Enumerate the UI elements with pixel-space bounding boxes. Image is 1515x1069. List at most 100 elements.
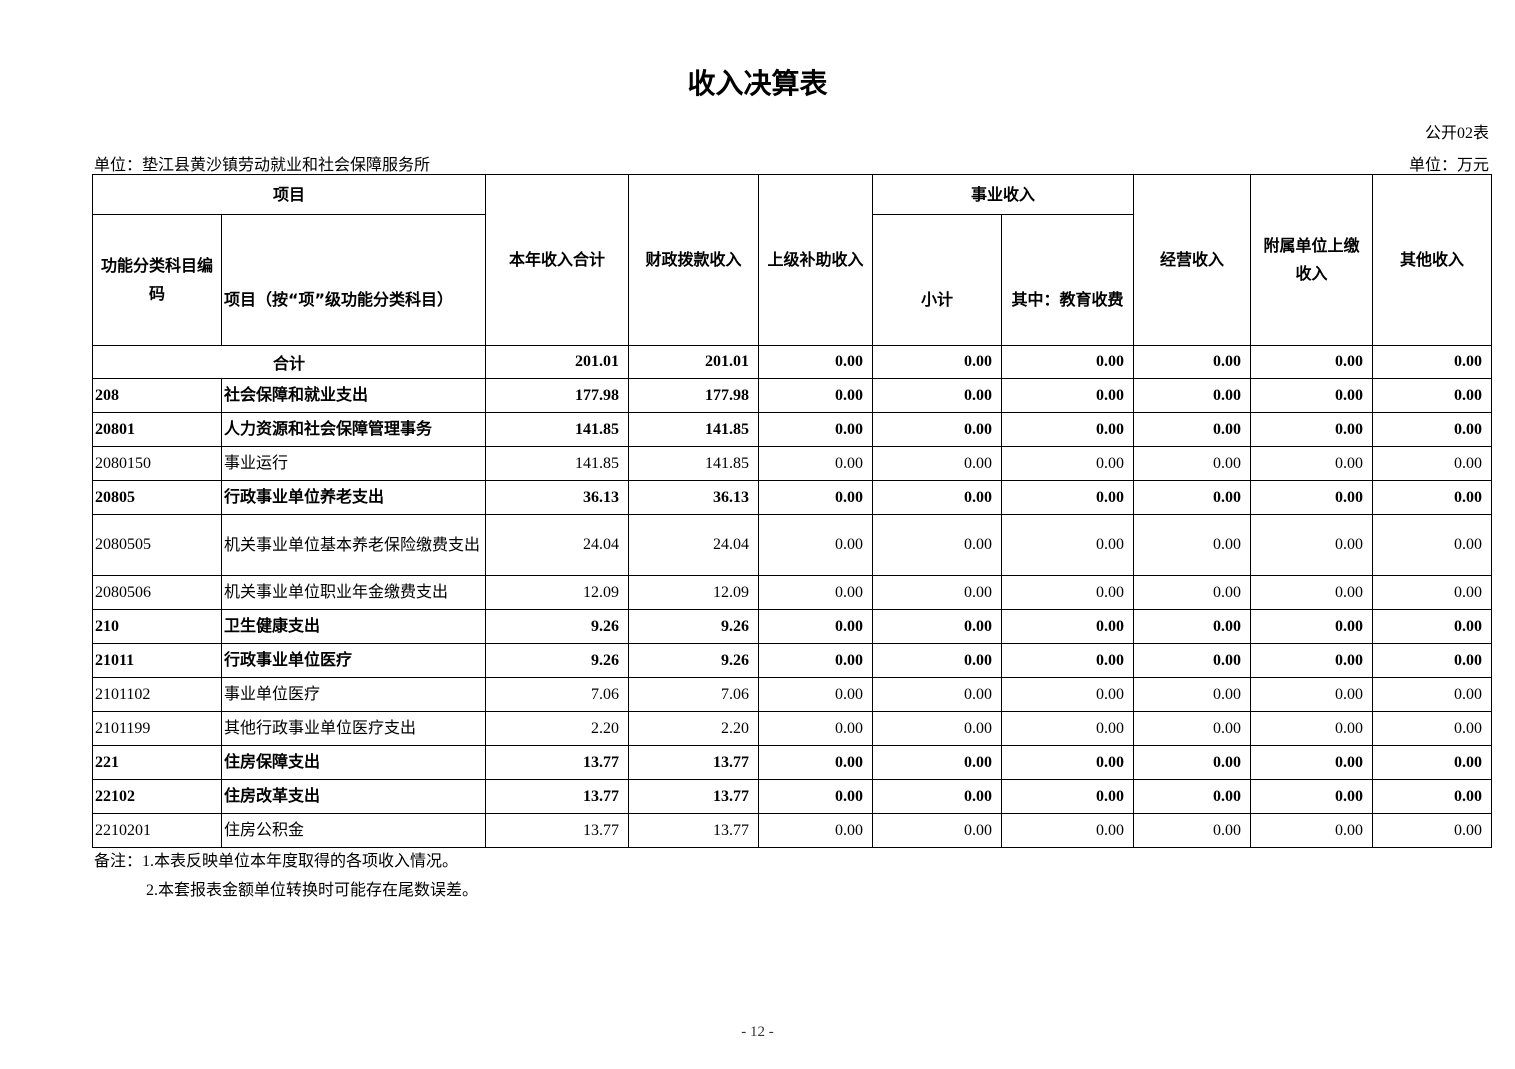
notes: 备注：1.本表反映单位本年度取得的各项收入情况。 2.本套报表金额单位转换时可能… <box>94 847 478 905</box>
row-value: 0.00 <box>758 446 874 481</box>
row-value: 24.04 <box>628 514 760 576</box>
currency-unit: 单位：万元 <box>1408 157 1489 174</box>
row-value: 7.06 <box>485 677 630 712</box>
row-value: 0.00 <box>758 480 874 515</box>
row-value: 0.00 <box>1372 378 1493 413</box>
row-value: 0.00 <box>1001 813 1135 848</box>
row-value: 0.00 <box>1133 575 1252 610</box>
row-value: 12.09 <box>485 575 630 610</box>
row-value: 141.85 <box>628 412 760 447</box>
row-code: 2080150 <box>92 446 222 481</box>
row-value: 7.06 <box>628 677 760 712</box>
row-value: 0.00 <box>1250 609 1374 644</box>
row-value: 0.00 <box>1372 813 1493 848</box>
row-value: 0.00 <box>1372 609 1493 644</box>
header-affiliated: 附属单位上缴收入 <box>1250 174 1374 346</box>
row-value: 2.20 <box>485 711 630 746</box>
row-value: 0.00 <box>758 711 874 746</box>
row-value: 0.00 <box>1133 745 1252 780</box>
row-value: 9.26 <box>485 643 630 678</box>
header-code: 功能分类科目编码 <box>92 214 222 346</box>
row-value: 0.00 <box>1372 480 1493 515</box>
row-code: 22102 <box>92 779 222 814</box>
table-row: 2101199 其他行政事业单位医疗支出 2.20 2.20 0.00 0.00 0.00 0… <box>92 711 1493 746</box>
row-value: 0.00 <box>872 446 1003 481</box>
row-value: 141.85 <box>485 412 630 447</box>
row-value: 0.00 <box>872 643 1003 678</box>
row-value: 0.00 <box>1250 711 1374 746</box>
row-value: 0.00 <box>872 711 1003 746</box>
total-label: 合计 <box>91 345 487 379</box>
row-value: 9.26 <box>628 643 760 678</box>
row-value: 0.00 <box>1372 745 1493 780</box>
row-code: 2101199 <box>92 711 222 746</box>
total-value: 0.00 <box>758 345 874 379</box>
income-table: 项目 本年收入合计 财政拨款收入 上级补助收入 事业收入 经营收入 附属单位上缴… <box>91 174 1493 848</box>
row-value: 0.00 <box>872 745 1003 780</box>
row-value: 0.00 <box>1001 412 1135 447</box>
row-code: 2080505 <box>92 514 222 576</box>
table-row: 22102 住房改革支出 13.77 13.77 0.00 0.00 0.00 0.00 0.0… <box>92 779 1493 814</box>
row-value: 0.00 <box>1250 480 1374 515</box>
row-value: 0.00 <box>1372 677 1493 712</box>
row-name: 住房保障支出 <box>220 745 487 780</box>
total-value: 0.00 <box>1250 345 1374 379</box>
row-value: 177.98 <box>628 378 760 413</box>
row-name: 机关事业单位职业年金缴费支出 <box>220 575 487 610</box>
row-value: 0.00 <box>758 575 874 610</box>
header-other: 其他收入 <box>1372 174 1493 346</box>
row-value: 0.00 <box>1001 677 1135 712</box>
total-value: 201.01 <box>485 345 630 379</box>
row-value: 0.00 <box>1001 711 1135 746</box>
row-value: 0.00 <box>758 643 874 678</box>
row-value: 0.00 <box>758 514 874 576</box>
row-value: 0.00 <box>872 677 1003 712</box>
row-value: 0.00 <box>1001 575 1135 610</box>
row-value: 0.00 <box>1133 779 1252 814</box>
total-value: 201.01 <box>628 345 760 379</box>
page-number: - 12 - <box>741 1024 774 1040</box>
table-row: 221 住房保障支出 13.77 13.77 0.00 0.00 0.00 0.00 0.00 0… <box>92 745 1493 780</box>
table-number: 公开02表 <box>1424 125 1489 142</box>
row-value: 0.00 <box>1133 446 1252 481</box>
row-value: 36.13 <box>628 480 760 515</box>
row-value: 0.00 <box>1133 609 1252 644</box>
total-value: 0.00 <box>1372 345 1493 379</box>
row-value: 0.00 <box>872 813 1003 848</box>
row-code: 2101102 <box>92 677 222 712</box>
table-row: 208 社会保障和就业支出 177.98 177.98 0.00 0.00 0.00 0.00… <box>92 378 1493 413</box>
row-value: 0.00 <box>1250 378 1374 413</box>
row-value: 13.77 <box>628 779 760 814</box>
row-code: 20801 <box>92 412 222 447</box>
row-value: 0.00 <box>1250 514 1374 576</box>
header-item: 项目（按“项”级功能分类科目） <box>220 214 487 346</box>
row-value: 0.00 <box>1250 412 1374 447</box>
row-value: 0.00 <box>1001 446 1135 481</box>
row-value: 141.85 <box>628 446 760 481</box>
row-value: 141.85 <box>485 446 630 481</box>
table-row: 20801 人力资源和社会保障管理事务 141.85 141.85 0.00 0.00 0.… <box>92 412 1493 447</box>
row-value: 12.09 <box>628 575 760 610</box>
header-career: 事业收入 <box>872 174 1135 215</box>
row-value: 9.26 <box>485 609 630 644</box>
row-value: 0.00 <box>872 779 1003 814</box>
row-value: 0.00 <box>872 378 1003 413</box>
row-code: 208 <box>92 378 222 413</box>
page-title: 收入决算表 <box>687 67 828 100</box>
note-1: 备注：1.本表反映单位本年度取得的各项收入情况。 <box>94 853 459 870</box>
row-value: 13.77 <box>485 745 630 780</box>
row-value: 0.00 <box>1001 480 1135 515</box>
row-name: 其他行政事业单位医疗支出 <box>220 711 487 746</box>
row-name: 住房改革支出 <box>220 779 487 814</box>
row-value: 0.00 <box>1372 575 1493 610</box>
header-education: 其中：教育收费 <box>1001 214 1135 346</box>
row-value: 0.00 <box>1133 711 1252 746</box>
row-value: 0.00 <box>1250 446 1374 481</box>
row-code: 21011 <box>92 643 222 678</box>
row-value: 0.00 <box>1250 677 1374 712</box>
row-value: 0.00 <box>1372 779 1493 814</box>
row-value: 0.00 <box>1133 378 1252 413</box>
reporting-unit: 单位：垫江县黄沙镇劳动就业和社会保障服务所 <box>94 157 431 174</box>
row-value: 0.00 <box>1133 643 1252 678</box>
table-row: 2080506 机关事业单位职业年金缴费支出 12.09 12.09 0.00 0.00 0… <box>92 575 1493 610</box>
